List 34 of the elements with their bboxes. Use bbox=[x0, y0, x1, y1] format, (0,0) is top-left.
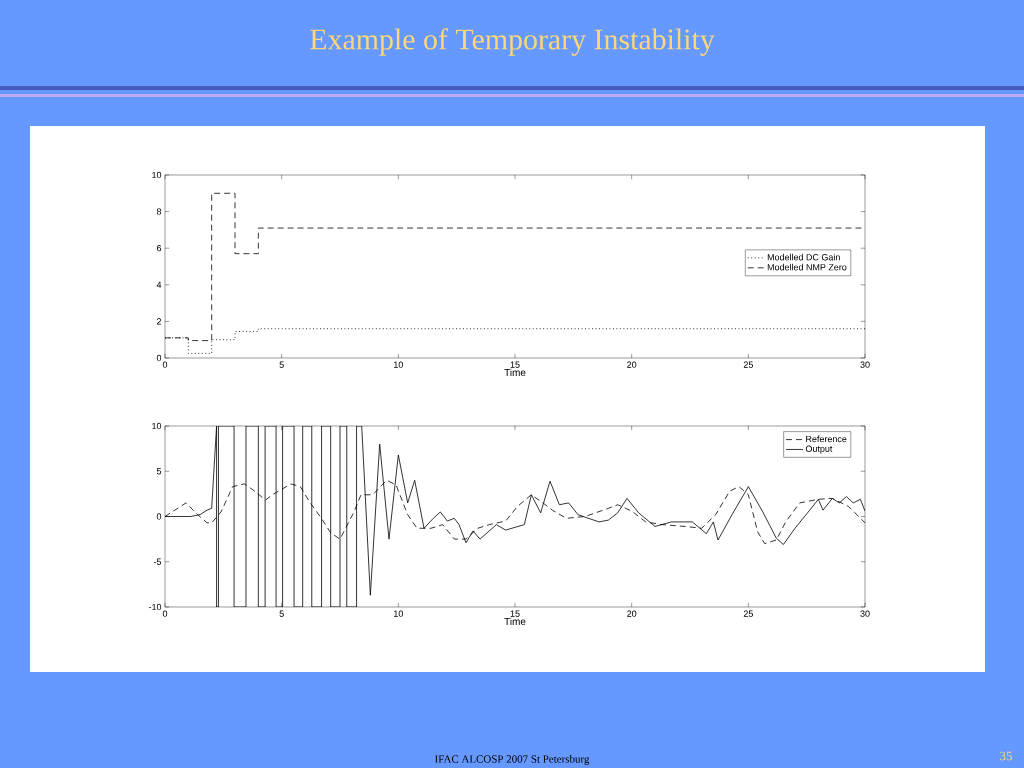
y-tick-label: 0 bbox=[156, 354, 162, 362]
x-tick-label: 5 bbox=[279, 610, 284, 617]
x-axis-title: Time bbox=[504, 368, 526, 376]
legend-label: Output bbox=[805, 445, 833, 454]
x-tick-label: 15 bbox=[510, 361, 520, 368]
x-tick-label: 0 bbox=[162, 610, 168, 617]
x-tick-label: 0 bbox=[162, 361, 168, 368]
text: IFAC ALCOSP 2007 St Petersburg bbox=[434, 754, 590, 765]
y-tick-label: 2 bbox=[156, 318, 162, 325]
x-tick-label: 15 bbox=[510, 610, 520, 617]
x-axis-title: Time bbox=[504, 617, 526, 625]
y-tick-label: -10 bbox=[148, 603, 162, 611]
x-tick-label: 30 bbox=[860, 361, 870, 368]
text: 35 bbox=[1000, 751, 1012, 761]
x-tick-label: 25 bbox=[743, 610, 753, 617]
x-tick-label: 30 bbox=[860, 610, 870, 617]
y-tick-label: 8 bbox=[156, 208, 162, 215]
x-tick-label: 25 bbox=[743, 361, 753, 368]
legend-label: Reference bbox=[806, 435, 847, 443]
x-tick-label: 20 bbox=[627, 610, 637, 617]
y-tick-label: 5 bbox=[156, 467, 162, 475]
x-tick-label: 20 bbox=[627, 361, 637, 368]
y-tick-label: 0 bbox=[156, 513, 162, 520]
x-tick-label: 5 bbox=[279, 361, 284, 368]
y-tick-label: 6 bbox=[156, 244, 162, 252]
y-tick-label: 4 bbox=[156, 281, 162, 288]
y-tick-label: 10 bbox=[152, 422, 162, 430]
x-tick-label: 10 bbox=[394, 610, 403, 617]
y-tick-label: 10 bbox=[152, 171, 162, 179]
x-tick-label: 10 bbox=[394, 361, 403, 368]
y-tick-label: -5 bbox=[153, 558, 162, 565]
legend-label: Modelled NMP Zero bbox=[767, 263, 847, 271]
chart-title: Example of Temporary Instability bbox=[310, 28, 715, 56]
legend-label: Modelled DC Gain bbox=[767, 253, 840, 261]
